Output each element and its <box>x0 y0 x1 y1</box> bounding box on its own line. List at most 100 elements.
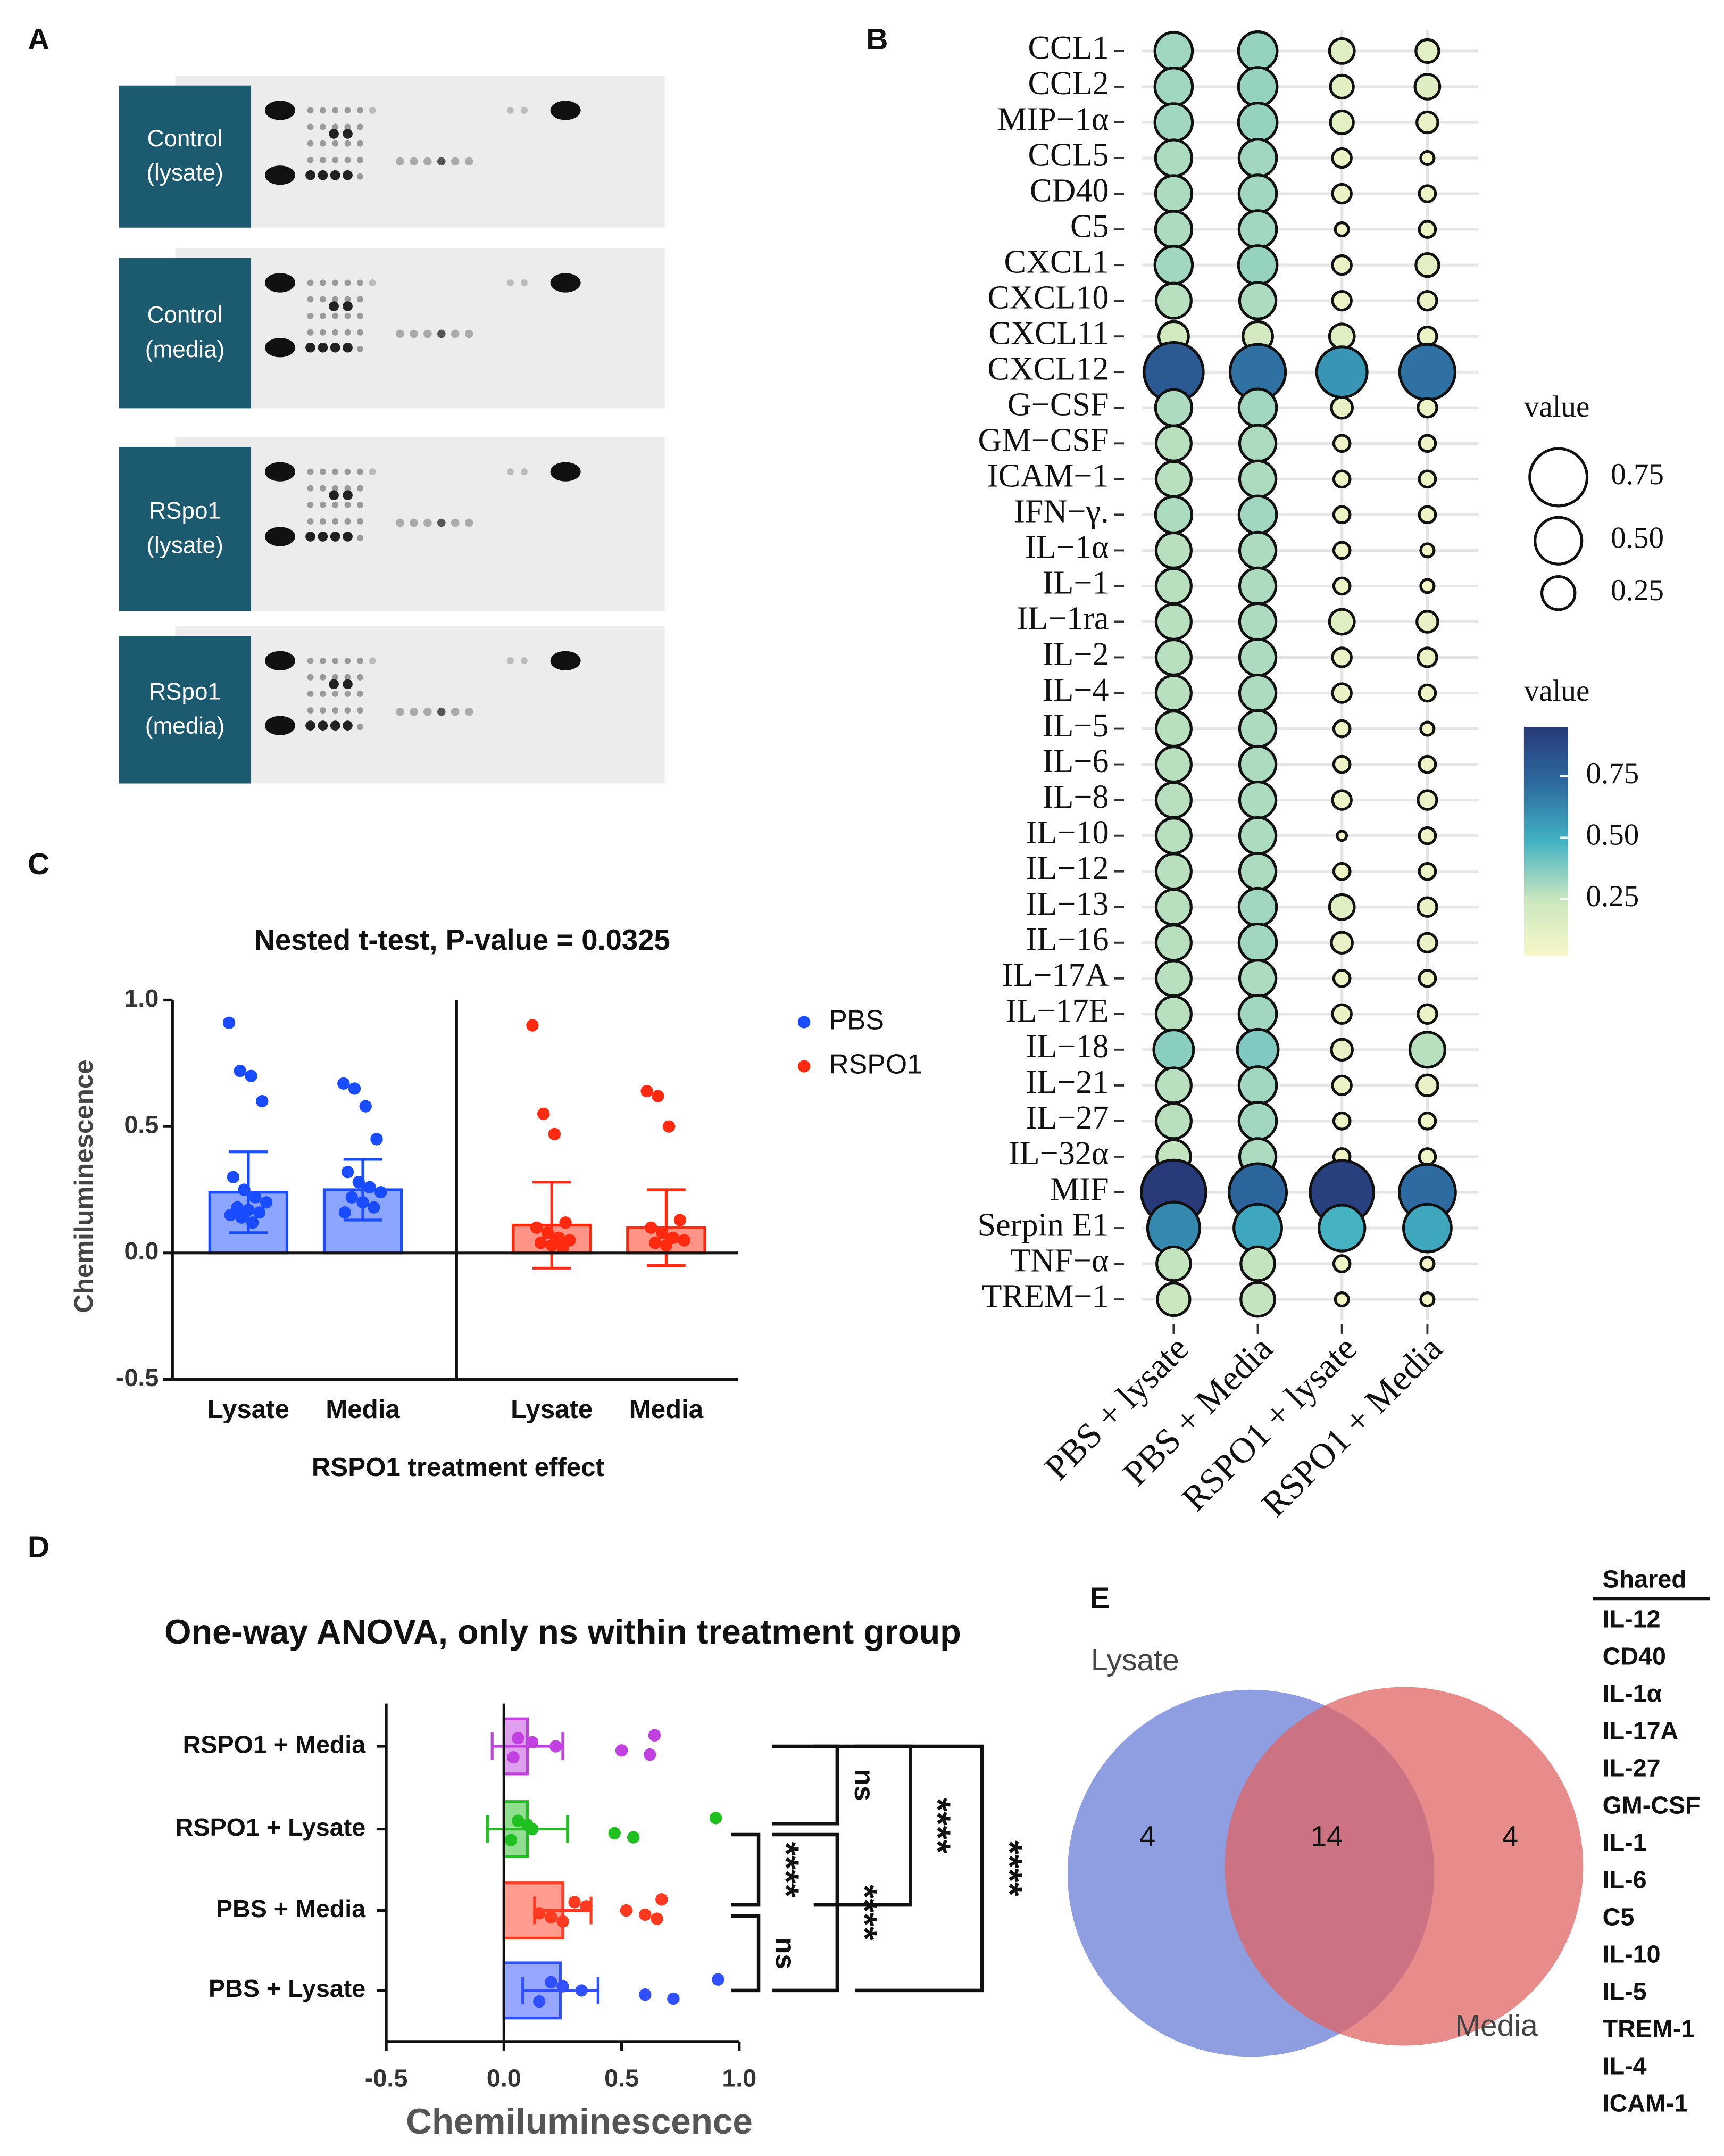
dot <box>1237 994 1278 1034</box>
list-item: IL-10 <box>1603 1940 1661 1968</box>
data-point <box>256 1094 269 1108</box>
blot-spot <box>356 345 363 352</box>
data-point <box>245 1069 257 1082</box>
y-tick-label: CCL1 <box>1028 30 1109 66</box>
dot <box>1417 646 1438 668</box>
blot-spot <box>319 501 326 508</box>
blot-spot <box>332 123 339 130</box>
y-tick-label: CXCL10 <box>987 279 1109 316</box>
blot-spot <box>264 716 296 735</box>
blot-spot <box>343 342 353 353</box>
y-tick-label: ICAM−1 <box>987 458 1109 494</box>
blot-spot <box>344 691 351 697</box>
dot <box>1330 1038 1354 1062</box>
blot-spot <box>319 468 326 475</box>
y-tick-label: RSPO1 + Media <box>183 1730 367 1758</box>
blot-spot <box>344 329 351 336</box>
y-tick-label: IL−1α <box>1025 529 1109 566</box>
panel-label: A <box>28 22 49 56</box>
dot <box>1331 682 1353 704</box>
dot <box>1153 67 1194 107</box>
data-point <box>655 1226 669 1239</box>
data-point <box>526 1736 539 1748</box>
data-point <box>627 1831 640 1844</box>
x-tick-label: Lysate <box>207 1395 289 1424</box>
x-tick-label: -0.5 <box>365 2064 407 2092</box>
blot-spot <box>319 518 326 525</box>
dot <box>1331 147 1353 169</box>
y-tick-label: CXCL12 <box>987 351 1109 387</box>
dot <box>1237 922 1278 963</box>
blot-spot <box>332 707 339 714</box>
data-point <box>504 1834 518 1846</box>
data-point <box>348 1082 361 1095</box>
data-point <box>530 1221 543 1234</box>
y-tick-label: G−CSF <box>1007 387 1109 423</box>
data-point <box>667 1992 680 2005</box>
blot-spot <box>332 107 339 114</box>
dot <box>1418 434 1437 453</box>
blot-spot <box>332 501 339 508</box>
blot-spot <box>423 157 432 166</box>
blot-spot <box>305 170 315 180</box>
blot-label-box <box>119 636 252 784</box>
data-point <box>678 1234 690 1247</box>
x-tick-label: 0.5 <box>604 2064 639 2092</box>
venn-count: 4 <box>1139 1820 1155 1853</box>
blot-spot <box>307 657 314 664</box>
blot-spot <box>318 170 328 180</box>
significance-bracket <box>772 1832 839 1993</box>
x-axis-label: Chemiluminescence <box>406 2102 753 2142</box>
dot <box>1328 893 1356 921</box>
y-tick-label: IL−18 <box>1026 1029 1109 1065</box>
dot <box>1154 174 1194 213</box>
significance-label: ns <box>849 1769 880 1801</box>
blot-spot <box>307 312 314 319</box>
dot <box>1154 995 1193 1033</box>
data-point <box>568 1896 581 1909</box>
blot-spot <box>356 535 363 542</box>
y-tick-label: IL−12 <box>1026 850 1109 886</box>
blot-spot <box>318 720 328 731</box>
y-tick-label: IL−1 <box>1043 565 1109 601</box>
blot-spot <box>506 106 514 114</box>
data-point <box>537 1107 550 1121</box>
blot-spot <box>332 279 339 286</box>
dot <box>1332 1254 1352 1273</box>
blot-spot <box>369 468 376 476</box>
dot <box>1154 638 1193 677</box>
panel-label: C <box>28 847 49 881</box>
blot-spot <box>396 157 404 166</box>
significance-bracket <box>772 1744 839 1826</box>
blot-spot <box>356 501 363 508</box>
data-point <box>526 1019 539 1032</box>
dot <box>1334 1291 1350 1308</box>
blot-spot <box>330 170 340 180</box>
blot-spot <box>356 707 363 714</box>
data-point <box>341 1166 354 1179</box>
blot-spot <box>356 140 363 147</box>
dot <box>1418 826 1437 845</box>
dot <box>1156 1282 1192 1317</box>
blot-spot <box>332 691 339 697</box>
data-point <box>545 1976 557 1989</box>
dot <box>1415 610 1439 634</box>
list-item: IL-6 <box>1603 1865 1647 1893</box>
y-tick-label: IL−27 <box>1026 1100 1109 1136</box>
data-point <box>246 1216 259 1229</box>
y-tick-label: IL−16 <box>1026 922 1109 958</box>
list-item: IL-27 <box>1603 1754 1661 1781</box>
y-tick-label: 1.0 <box>124 984 159 1012</box>
dot <box>1238 744 1278 784</box>
blot-spot <box>319 674 326 681</box>
blot-spot <box>344 156 351 163</box>
blot-label: RSpo1 <box>149 678 221 704</box>
data-point <box>337 1077 350 1090</box>
blot-spot <box>550 273 581 293</box>
data-point <box>521 1819 534 1831</box>
dot <box>1154 602 1193 641</box>
list-item: GM-CSF <box>1603 1791 1701 1819</box>
y-tick-label: IL−17E <box>1006 993 1109 1029</box>
dot <box>1153 245 1194 285</box>
data-point <box>556 1915 569 1928</box>
